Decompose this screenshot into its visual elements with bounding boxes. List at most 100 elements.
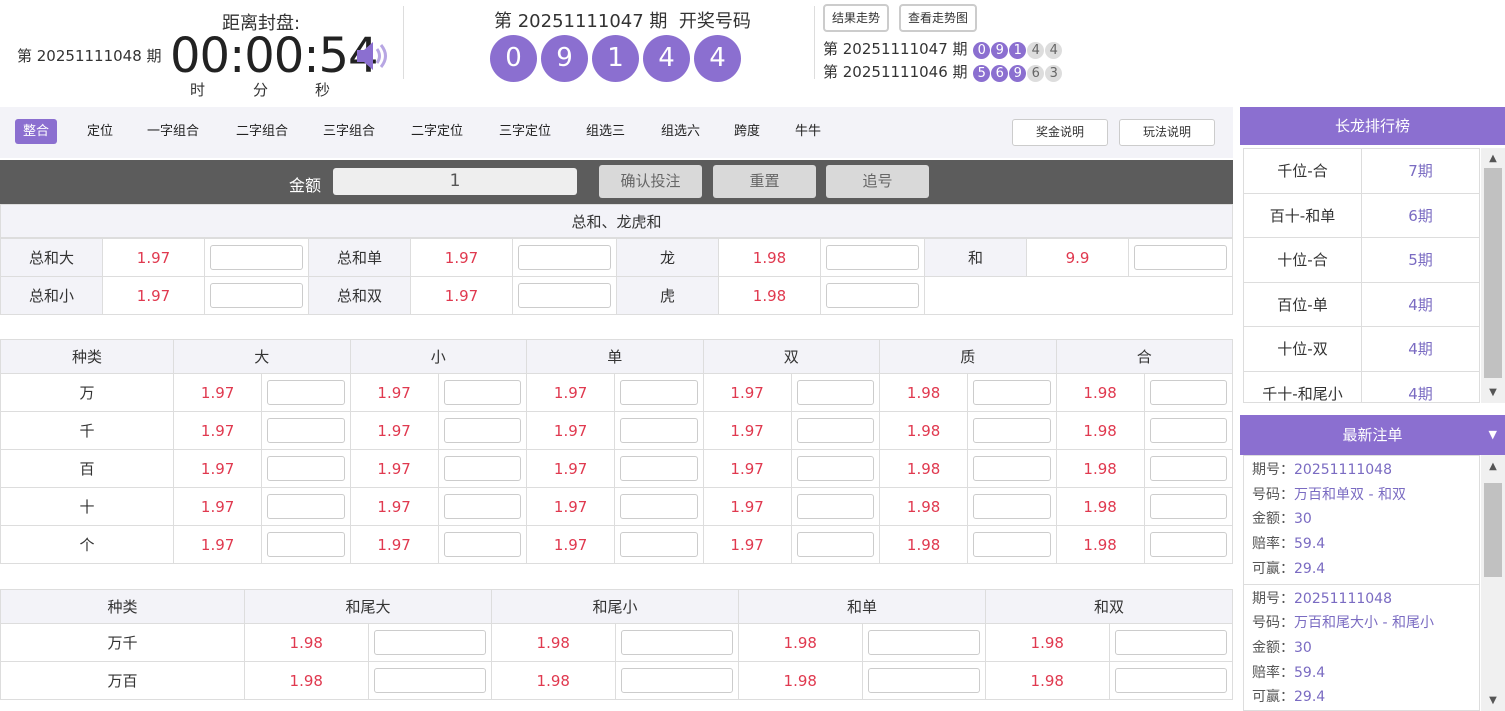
tab-8[interactable]: 组选六	[661, 124, 701, 139]
sound-icon[interactable]	[355, 40, 391, 76]
dragon-scrollbar[interactable]: ▲ ▼	[1481, 148, 1505, 403]
prize-info-button[interactable]: 奖金说明	[1012, 119, 1108, 146]
bet-amount-input[interactable]	[1114, 668, 1227, 693]
bet-amount-input[interactable]	[973, 532, 1051, 557]
bet-amount-input[interactable]	[373, 668, 486, 693]
bet-amount-input[interactable]	[443, 494, 521, 519]
odds: 1.98	[738, 661, 863, 700]
order-field: 号码：万百和单双 - 和双	[1252, 483, 1471, 508]
order-item: 期号：20251111048 号码：万百和单双 - 和双 金额：30 赔率：59.4 可…	[1244, 456, 1479, 585]
bet-amount-input[interactable]	[620, 630, 733, 655]
tab-1[interactable]: 定位	[87, 124, 114, 139]
bet-amount-input[interactable]	[210, 283, 303, 308]
bet-input-cell	[512, 238, 617, 277]
scroll-down-icon[interactable]: ▼	[1489, 387, 1497, 398]
bet-amount-input[interactable]	[1114, 630, 1227, 655]
bet-input-cell	[614, 525, 704, 564]
bet-amount-input[interactable]	[796, 418, 874, 443]
bet-amount-input[interactable]	[1134, 245, 1227, 270]
bet-amount-input[interactable]	[443, 380, 521, 405]
bet-amount-input[interactable]	[518, 245, 611, 270]
bet-amount-input[interactable]	[267, 380, 345, 405]
bet-amount-input[interactable]	[620, 418, 698, 443]
orders-list: 期号：20251111048 号码：万百和单双 - 和双 金额：30 赔率：59.4 可…	[1243, 455, 1480, 711]
bet-amount-input[interactable]	[373, 630, 486, 655]
scroll-down-icon[interactable]: ▼	[1489, 695, 1497, 706]
bet-input-cell	[614, 411, 704, 450]
result-trend-button[interactable]: 结果走势	[823, 4, 890, 32]
odds: 1.98	[491, 623, 616, 662]
scroll-thumb[interactable]	[1484, 168, 1502, 378]
tab-9[interactable]: 跨度	[734, 124, 761, 139]
bet-input-cell	[790, 411, 881, 450]
bet-amount-input[interactable]	[796, 532, 874, 557]
scroll-up-icon[interactable]: ▲	[1489, 461, 1497, 472]
bet-amount-input[interactable]	[443, 418, 521, 443]
bet-amount-input[interactable]	[796, 494, 874, 519]
amount-input[interactable]: 1	[333, 168, 577, 195]
bet-input-cell	[1143, 411, 1234, 450]
odds: 1.97	[102, 238, 205, 277]
bet-input-cell	[614, 623, 739, 662]
scroll-up-icon[interactable]: ▲	[1489, 153, 1497, 164]
bet-amount-input[interactable]	[826, 283, 919, 308]
dropdown-icon[interactable]: ▼	[1488, 428, 1497, 441]
bet-amount-input[interactable]	[973, 456, 1051, 481]
orders-title[interactable]: 最新注单 ▼	[1240, 415, 1505, 455]
odds: 1.97	[702, 525, 792, 564]
bet-amount-input[interactable]	[620, 668, 733, 693]
bet-amount-input[interactable]	[443, 456, 521, 481]
bet-amount-input[interactable]	[1149, 456, 1227, 481]
tab-5[interactable]: 二字定位	[411, 124, 464, 139]
odds: 1.98	[1055, 525, 1145, 564]
dragon-name: 百位-单	[1277, 295, 1328, 314]
bet-input-cell	[1143, 373, 1234, 412]
column-header: 种类	[0, 339, 174, 374]
bet-amount-input[interactable]	[867, 630, 980, 655]
confirm-bet-button[interactable]: 确认投注	[599, 165, 702, 198]
dragon-item: 百位-单 4期	[1244, 282, 1479, 327]
bet-amount-input[interactable]	[1149, 532, 1227, 557]
tab-7[interactable]: 组选三	[586, 124, 626, 139]
order-field: 期号：20251111048	[1252, 587, 1471, 612]
tab-4[interactable]: 三字组合	[323, 124, 376, 139]
bet-amount-input[interactable]	[267, 494, 345, 519]
bet-amount-input[interactable]	[267, 456, 345, 481]
bet-amount-input[interactable]	[620, 532, 698, 557]
scroll-thumb[interactable]	[1484, 483, 1502, 577]
trend-chart-button[interactable]: 查看走势图	[899, 4, 978, 32]
bet-amount-input[interactable]	[796, 380, 874, 405]
bet-amount-input[interactable]	[973, 494, 1051, 519]
bet-amount-input[interactable]	[620, 456, 698, 481]
chase-button[interactable]: 追号	[826, 165, 929, 198]
bet-amount-input[interactable]	[267, 532, 345, 557]
bet-amount-input[interactable]	[973, 380, 1051, 405]
tab-0[interactable]: 整合	[15, 119, 58, 144]
tab-10[interactable]: 牛牛	[795, 124, 822, 139]
reset-button[interactable]: 重置	[713, 165, 816, 198]
bet-amount-input[interactable]	[620, 494, 698, 519]
table-row: 个 1.97 1.97 1.97 1.97 1.98 1.98	[0, 525, 1234, 564]
order-field: 赔率：59.4	[1252, 661, 1471, 686]
tab-6[interactable]: 三字定位	[499, 124, 552, 139]
bet-amount-input[interactable]	[796, 456, 874, 481]
bet-amount-input[interactable]	[620, 380, 698, 405]
history-ball: 6	[991, 65, 1009, 82]
bet-amount-input[interactable]	[518, 283, 611, 308]
tab-2[interactable]: 一字组合	[147, 124, 200, 139]
bet-amount-input[interactable]	[1149, 494, 1227, 519]
bet-amount-input[interactable]	[267, 418, 345, 443]
orders-scrollbar[interactable]: ▲ ▼	[1481, 455, 1505, 711]
bet-amount-input[interactable]	[867, 668, 980, 693]
bet-amount-input[interactable]	[1149, 418, 1227, 443]
bet-amount-input[interactable]	[443, 532, 521, 557]
bet-amount-input[interactable]	[826, 245, 919, 270]
bet-amount-input[interactable]	[973, 418, 1051, 443]
order-field-label: 金额：	[1252, 639, 1294, 656]
order-field-value: 万百和尾大小 - 和尾小	[1294, 615, 1434, 632]
bet-amount-input[interactable]	[210, 245, 303, 270]
rules-button[interactable]: 玩法说明	[1119, 119, 1215, 146]
bet-amount-input[interactable]	[1149, 380, 1227, 405]
dragon-list: 千位-合 7期 百十-和单 6期 十位-合 5期 百位-单 4期 十位-双 4期 千十-和尾小 4期	[1243, 148, 1480, 403]
tab-3[interactable]: 二字组合	[236, 124, 289, 139]
